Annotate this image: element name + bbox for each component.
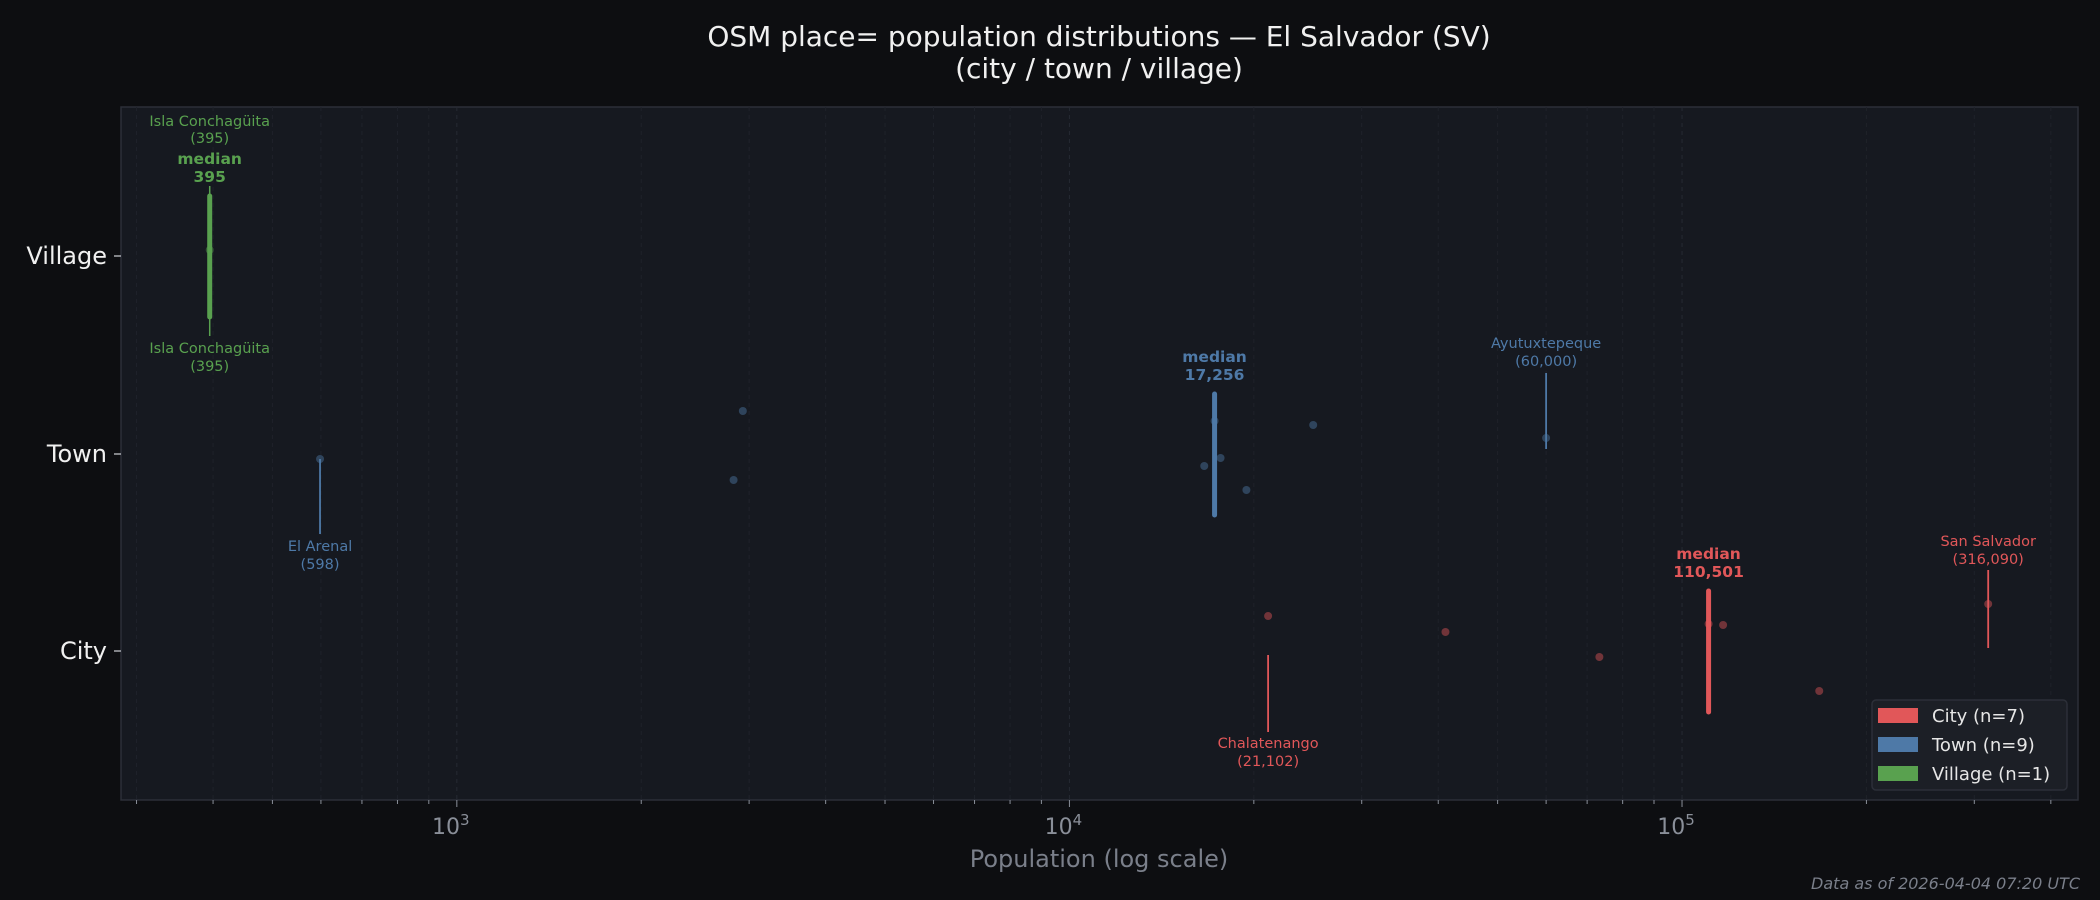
min-label-name: Chalatenango <box>1218 736 1319 752</box>
data-point <box>1984 600 1993 608</box>
chart-title-line2: (city / town / village) <box>955 52 1243 85</box>
x-tick-exponent: 3 <box>460 811 470 829</box>
legend-swatch <box>1878 708 1918 723</box>
min-label-name: Isla Conchagüita <box>149 341 270 357</box>
x-tick-label: 105 <box>1657 811 1695 840</box>
data-point <box>1595 653 1604 661</box>
y-tick-label: City <box>60 637 107 665</box>
median-label: median <box>177 150 242 168</box>
data-point <box>729 476 738 484</box>
data-point <box>1441 628 1450 636</box>
data-point <box>316 455 325 463</box>
min-label-value: (395) <box>190 359 229 375</box>
data-point <box>738 407 747 415</box>
y-tick-label: Village <box>26 242 107 270</box>
data-point <box>1719 621 1728 629</box>
legend-swatch <box>1878 766 1918 781</box>
median-value: 110,501 <box>1673 563 1744 581</box>
data-point <box>1542 434 1551 442</box>
grid <box>136 107 2052 800</box>
max-label-name: Isla Conchagüita <box>149 114 270 130</box>
max-label-name: San Salvador <box>1940 534 2036 550</box>
data-point <box>1309 421 1318 429</box>
x-tick-exponent: 4 <box>1073 811 1083 829</box>
data-point <box>1264 612 1273 620</box>
max-label-value: (60,000) <box>1515 354 1577 370</box>
max-label-name: Ayutuxtepeque <box>1491 336 1601 352</box>
min-label-name: El Arenal <box>288 539 352 555</box>
legend: City (n=7) Town (n=9) Village (n=1) <box>1871 699 2068 791</box>
data-point <box>1200 462 1209 470</box>
chart-title-line1: OSM place= population distributions — El… <box>707 20 1490 53</box>
x-tick-exponent: 5 <box>1685 811 1695 829</box>
median-value: 395 <box>194 168 226 186</box>
data-point <box>1242 486 1251 494</box>
x-axis-label: Population (log scale) <box>970 845 1229 873</box>
legend-box <box>1871 699 2068 791</box>
data-point <box>1216 454 1225 462</box>
median-label: median <box>1676 545 1741 563</box>
x-tick-label: 104 <box>1045 811 1083 840</box>
max-label-value: (395) <box>190 131 229 147</box>
median-label: median <box>1182 348 1247 366</box>
y-tick-label: Town <box>46 440 107 468</box>
legend-label: Town (n=9) <box>1931 735 2035 756</box>
legend-label: City (n=7) <box>1932 706 2025 727</box>
max-label-value: (316,090) <box>1953 552 2024 568</box>
legend-label: Village (n=1) <box>1932 764 2050 785</box>
footer-timestamp: Data as of 2026-04-04 07:20 UTC <box>1811 874 2081 893</box>
min-label-value: (598) <box>301 557 340 573</box>
data-point <box>1815 687 1824 695</box>
x-tick-label: 103 <box>432 811 470 840</box>
plot-area <box>120 106 2079 801</box>
legend-swatch <box>1878 737 1918 752</box>
marks: Chalatenango (21,102) San Salvador (316,090… <box>149 114 2036 770</box>
min-label-value: (21,102) <box>1237 754 1299 770</box>
median-value: 17,256 <box>1185 366 1245 384</box>
